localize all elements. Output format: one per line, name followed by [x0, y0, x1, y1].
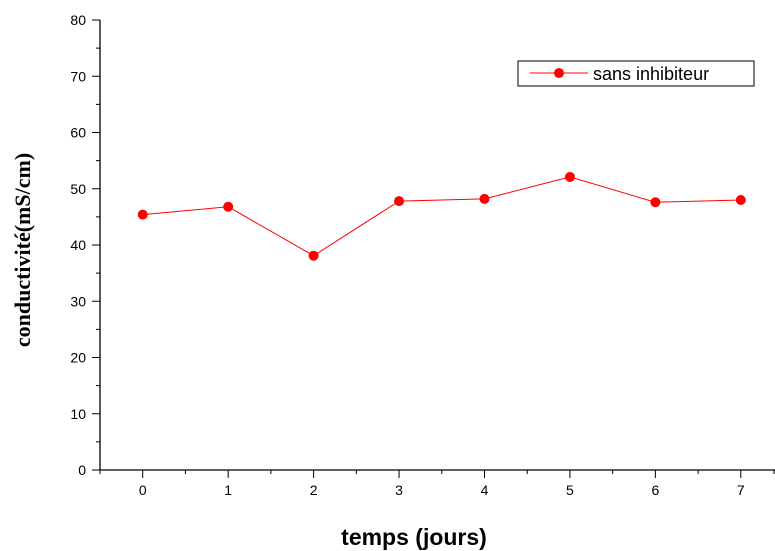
data-point	[735, 195, 746, 205]
x-axis-label: temps (jours)	[341, 524, 487, 550]
data-point	[223, 201, 234, 212]
data-point	[564, 171, 575, 182]
y-tick-label: 0	[78, 462, 86, 478]
x-tick-label: 7	[737, 482, 745, 498]
data-point	[308, 250, 319, 261]
data-point	[137, 209, 148, 220]
x-tick-label: 1	[224, 482, 232, 498]
series-layer	[137, 171, 746, 261]
data-point	[650, 197, 661, 208]
y-tick-label: 60	[70, 125, 86, 141]
x-tick-label: 5	[566, 482, 574, 498]
x-tick-label: 0	[139, 482, 147, 498]
y-tick-label: 10	[70, 406, 86, 422]
data-point	[479, 193, 490, 204]
series-line	[142, 176, 741, 257]
legend-marker	[554, 68, 564, 78]
y-tick-label: 40	[70, 237, 86, 253]
x-axis-ticks: 0 1 2 3 4 5 6 7	[99, 470, 775, 498]
x-tick-label: 6	[651, 482, 659, 498]
legend-label: sans inhibiteur	[593, 64, 709, 84]
y-axis-ticks: 0 10 20 30 40 50 60 70 80	[70, 12, 100, 478]
y-tick-label: 20	[70, 350, 86, 366]
x-tick-label: 3	[395, 482, 403, 498]
x-tick-label: 2	[310, 482, 318, 498]
data-point	[394, 196, 405, 207]
y-tick-label: 30	[70, 293, 86, 309]
x-tick-label: 4	[481, 482, 489, 498]
legend: sans inhibiteur	[517, 60, 755, 87]
y-tick-label: 80	[70, 12, 86, 28]
axes	[99, 20, 775, 471]
y-tick-label: 50	[70, 181, 86, 197]
y-axis-label: conductivité(mS/cm)	[10, 153, 35, 347]
y-tick-label: 70	[70, 68, 86, 84]
